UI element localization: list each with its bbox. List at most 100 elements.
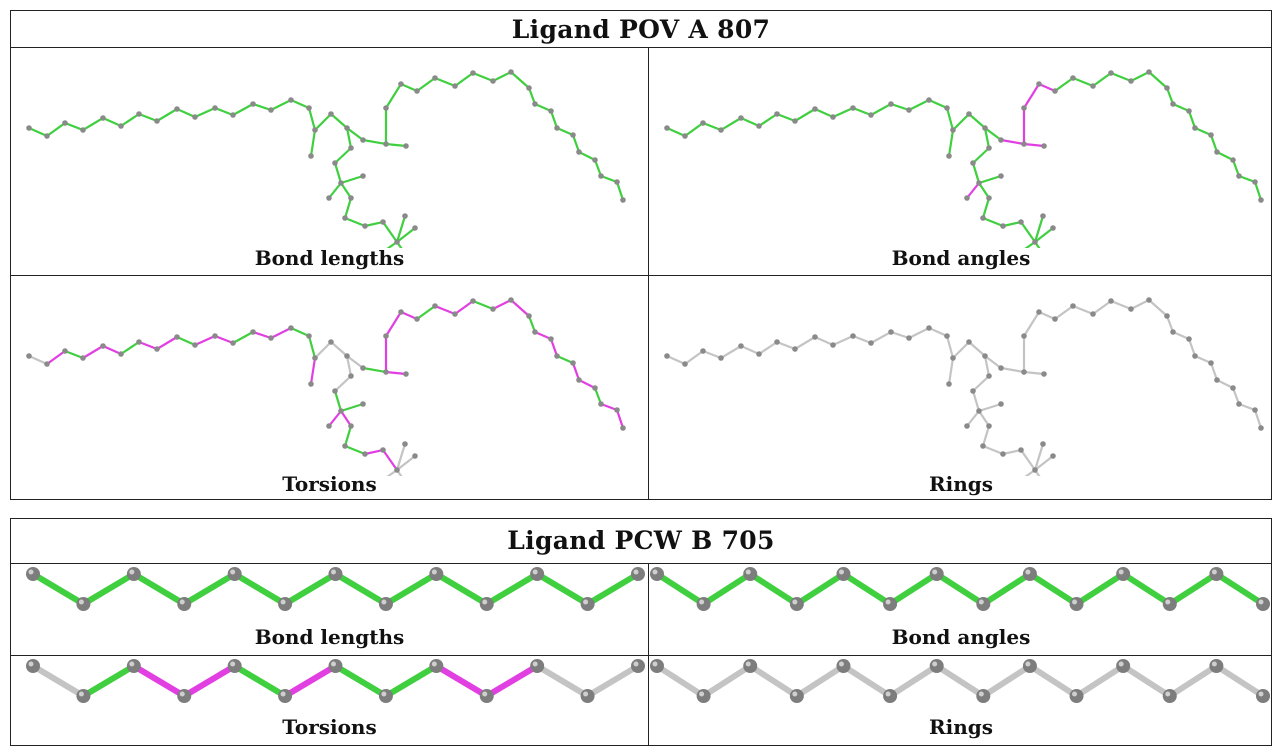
atom <box>268 107 274 113</box>
bond <box>977 174 1003 185</box>
atom <box>868 340 874 346</box>
bond <box>339 402 365 413</box>
atom <box>743 567 758 581</box>
atom <box>950 127 956 133</box>
bond <box>701 349 723 360</box>
panel-caption: Bond lengths <box>254 246 405 270</box>
bond <box>329 112 349 130</box>
atom-highlight <box>1211 569 1217 575</box>
atom <box>348 423 354 429</box>
atom <box>192 342 198 348</box>
bond <box>933 663 987 699</box>
atom <box>278 597 293 611</box>
atom <box>432 75 438 81</box>
atom <box>332 388 338 394</box>
molecule-render <box>650 567 1270 611</box>
bond <box>1120 663 1173 699</box>
atom <box>452 311 458 317</box>
bond <box>739 344 761 356</box>
atom <box>929 567 944 581</box>
atom <box>1041 371 1047 377</box>
atom <box>308 381 314 387</box>
bond <box>1209 361 1219 382</box>
bond <box>907 98 931 112</box>
atom <box>1170 329 1176 335</box>
atom <box>227 567 242 581</box>
bond <box>831 334 855 347</box>
atom <box>174 334 180 340</box>
bond <box>395 442 407 472</box>
atom <box>118 351 124 357</box>
atom <box>926 97 932 103</box>
bond <box>1001 448 1023 456</box>
bond <box>793 663 847 699</box>
atom <box>836 659 851 673</box>
atom <box>830 114 836 120</box>
atom <box>976 180 982 186</box>
atom <box>576 149 582 155</box>
bond <box>1019 220 1037 244</box>
atom-highlight <box>431 569 437 575</box>
bond <box>1147 70 1169 90</box>
atom <box>126 659 141 673</box>
atom <box>1036 309 1042 315</box>
panel-bond-lengths: Bond lengths <box>11 564 648 655</box>
atom-highlight <box>745 661 751 667</box>
bond <box>1037 310 1057 321</box>
bond <box>181 571 238 607</box>
atom <box>100 343 106 349</box>
bond <box>971 161 981 185</box>
bond <box>533 330 553 341</box>
atom <box>614 179 620 185</box>
atom <box>177 689 192 703</box>
atom <box>312 355 318 361</box>
atom <box>554 353 560 359</box>
bond <box>1033 442 1045 472</box>
atom <box>650 567 664 581</box>
atom <box>1040 441 1046 447</box>
atom <box>718 127 724 133</box>
atom <box>1128 306 1134 312</box>
bond <box>433 76 457 88</box>
atom <box>756 351 762 357</box>
atom <box>738 343 744 349</box>
atom <box>1162 689 1177 703</box>
atom <box>394 239 400 245</box>
atom <box>664 125 670 131</box>
atom-highlight <box>1165 691 1171 697</box>
atom <box>998 401 1004 407</box>
atom <box>576 377 582 383</box>
atom <box>718 355 724 361</box>
bond <box>889 102 911 112</box>
atom-highlight <box>652 661 658 667</box>
atom <box>530 567 545 581</box>
bond <box>977 402 1003 413</box>
bond <box>282 571 339 607</box>
atom <box>508 69 514 75</box>
bond <box>1193 354 1213 365</box>
atom <box>1032 239 1038 245</box>
atom <box>1258 425 1264 431</box>
atom <box>944 333 950 339</box>
atom <box>1170 101 1176 107</box>
bond <box>1187 109 1197 130</box>
bond <box>813 335 835 347</box>
atom <box>998 137 1004 143</box>
atom <box>227 659 242 673</box>
bond <box>999 138 1026 146</box>
atom <box>526 313 532 319</box>
panel-bond-angles: Bond angles <box>649 564 1273 655</box>
bond <box>345 354 365 370</box>
bond <box>491 70 513 83</box>
bond <box>1120 571 1173 607</box>
bond <box>927 326 949 338</box>
bond <box>101 344 123 356</box>
bond <box>813 107 835 119</box>
atom <box>682 133 688 139</box>
bond <box>453 299 475 316</box>
atom <box>950 355 956 361</box>
bond <box>527 314 537 334</box>
bond <box>343 424 353 448</box>
bond <box>1215 378 1235 390</box>
atom <box>850 105 856 111</box>
